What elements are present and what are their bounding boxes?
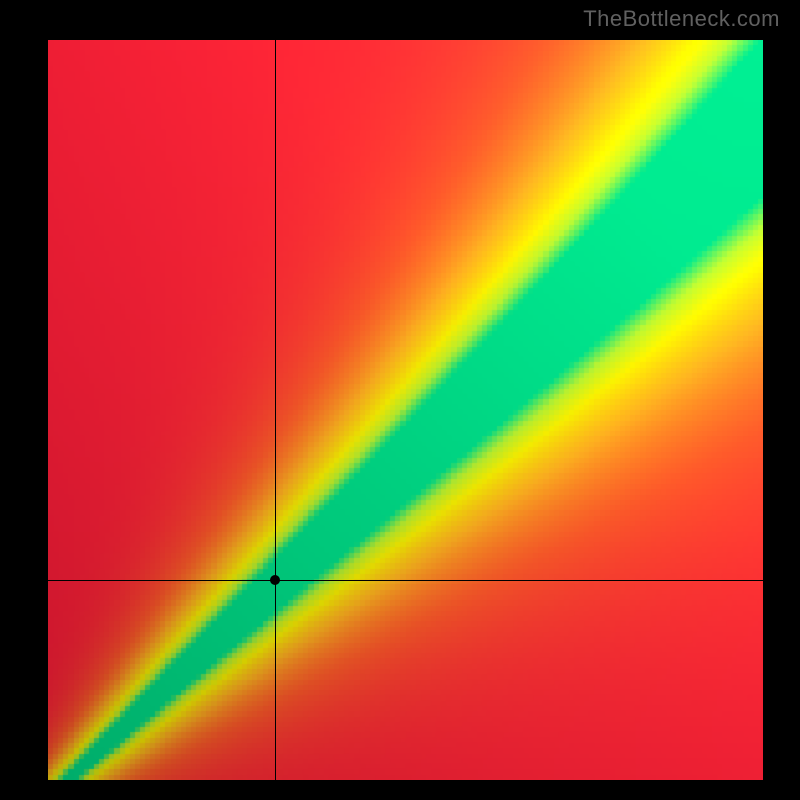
crosshair-vertical	[275, 40, 276, 780]
crosshair-horizontal	[48, 580, 763, 581]
watermark-text: TheBottleneck.com	[583, 6, 780, 32]
heatmap-canvas	[48, 40, 763, 780]
crosshair-marker	[270, 575, 280, 585]
plot-area	[48, 40, 763, 780]
chart-container: TheBottleneck.com	[0, 0, 800, 800]
